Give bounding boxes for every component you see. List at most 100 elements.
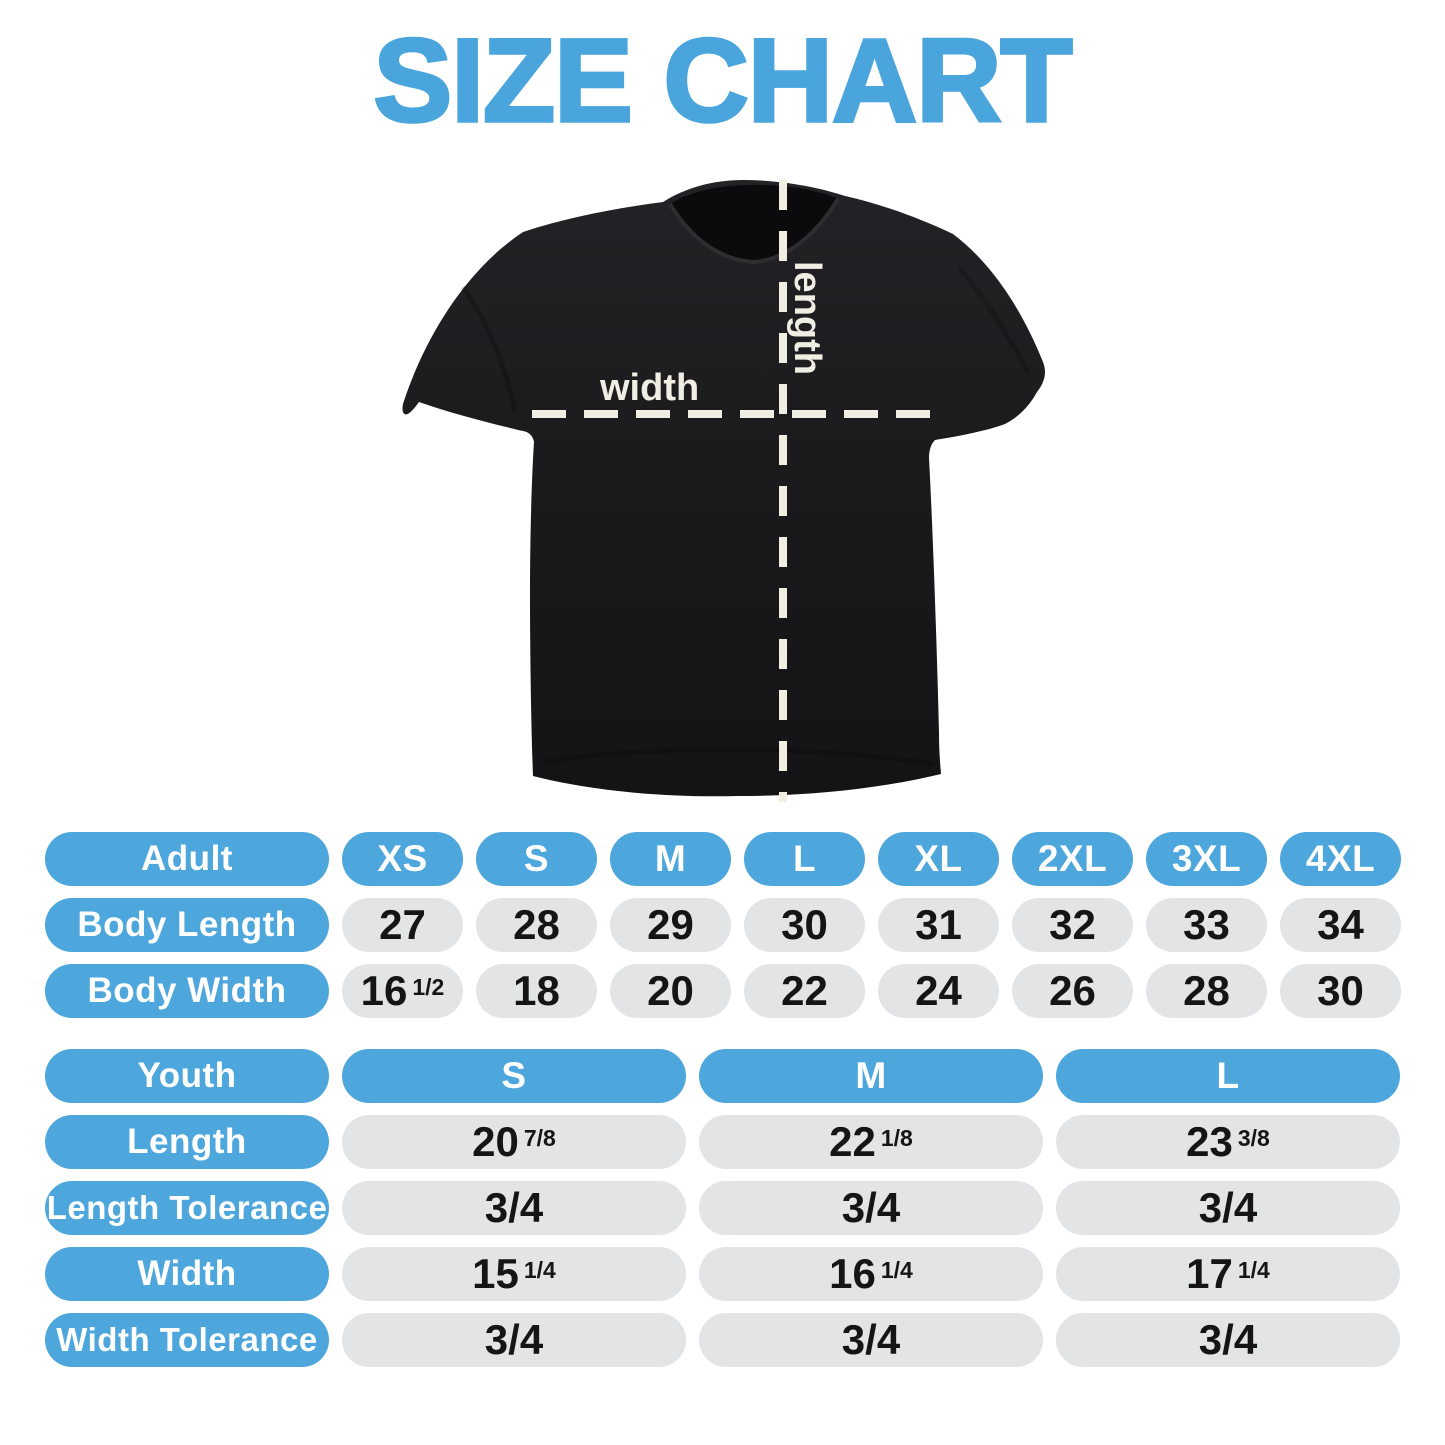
youth-row-label-width-tolerance: Width Tolerance (45, 1313, 329, 1367)
value-fraction: 1/2 (412, 973, 445, 1000)
value: 31 (915, 901, 962, 948)
tshirt-illustration: width length (402, 180, 1046, 802)
value-pill: 20 7/8 (342, 1115, 686, 1169)
value-pill: 3/4 (699, 1313, 1043, 1367)
value: 33 (1183, 901, 1230, 948)
size-label: 2XL (1037, 838, 1108, 879)
value: 28 (1183, 967, 1230, 1014)
size-label: S (501, 1055, 527, 1096)
value: 17 (1186, 1250, 1233, 1297)
value-fraction: 1/4 (880, 1256, 913, 1283)
value: 30 (1317, 967, 1364, 1014)
value-pill: 15 1/4 (342, 1247, 686, 1301)
value-pill: 32 (1012, 898, 1133, 952)
value-pill: 26 (1012, 964, 1133, 1018)
adult-size-table: Adult XS S M L XL 2XL 3XL 4XL Body Lengt… (45, 832, 1401, 1018)
value: 34 (1317, 901, 1364, 948)
adult-size-header-2xl: 2XL (1012, 832, 1133, 886)
value: 18 (513, 967, 560, 1014)
value: 3/4 (484, 1316, 544, 1363)
adult-size-header-l: L (744, 832, 865, 886)
value-pill: 16 1/4 (699, 1247, 1043, 1301)
row-label: Body Width (87, 971, 287, 1010)
adult-size-header-s: S (476, 832, 597, 886)
value: 26 (1049, 967, 1096, 1014)
value: 22 (829, 1118, 876, 1165)
value-pill: 27 (342, 898, 463, 952)
value-pill: 31 (878, 898, 999, 952)
youth-table-title-label: Youth (137, 1056, 237, 1095)
youth-size-table: Youth S M L Length 20 7/8 22 1/8 23 3/8 Len… (45, 1049, 1400, 1367)
value: 32 (1049, 901, 1096, 948)
value: 3/4 (484, 1184, 544, 1231)
youth-row-label-length-tolerance: Length Tolerance (45, 1181, 329, 1235)
tshirt-collar (670, 184, 838, 262)
value-fraction: 1/4 (1237, 1256, 1270, 1283)
row-label: Width (137, 1254, 237, 1293)
value-pill: 20 (610, 964, 731, 1018)
value-pill: 24 (878, 964, 999, 1018)
youth-size-header-l: L (1056, 1049, 1400, 1103)
size-label: 4XL (1305, 838, 1376, 879)
value-pill: 28 (1146, 964, 1267, 1018)
size-label: L (1216, 1055, 1240, 1096)
value-fraction: 1/4 (523, 1256, 556, 1283)
value: 20 (472, 1118, 519, 1165)
tshirt-measurement-diagram: width length (393, 172, 1049, 812)
adult-row-label-body-width: Body Width (45, 964, 329, 1018)
value: 28 (513, 901, 560, 948)
size-label: M (654, 838, 687, 879)
row-label: Width Tolerance (56, 1321, 318, 1358)
value: 22 (781, 967, 828, 1014)
value-fraction: 7/8 (523, 1124, 556, 1151)
page-title: SIZE CHART (372, 15, 1075, 147)
adult-row-label-body-length: Body Length (45, 898, 329, 952)
value-pill: 3/4 (1056, 1181, 1400, 1235)
adult-size-header-m: M (610, 832, 731, 886)
youth-size-header-m: M (699, 1049, 1043, 1103)
value-pill: 28 (476, 898, 597, 952)
adult-size-header-3xl: 3XL (1146, 832, 1267, 886)
youth-row-label-width: Width (45, 1247, 329, 1301)
value: 3/4 (1198, 1316, 1258, 1363)
value-pill: 3/4 (342, 1181, 686, 1235)
sleeve-wrinkle (957, 265, 1032, 376)
row-label: Length Tolerance (46, 1189, 328, 1226)
youth-size-header-s: S (342, 1049, 686, 1103)
hem-wrinkle (542, 746, 934, 767)
size-label: S (523, 838, 550, 879)
youth-row-label-length: Length (45, 1115, 329, 1169)
row-label: Body Length (77, 905, 297, 944)
value: 16 (360, 967, 408, 1014)
size-label: XS (377, 838, 428, 879)
value-pill: 16 1/2 (342, 964, 463, 1018)
value: 23 (1186, 1118, 1233, 1165)
value-pill: 29 (610, 898, 731, 952)
value-pill: 30 (744, 898, 865, 952)
width-label: width (599, 367, 699, 409)
value: 30 (781, 901, 828, 948)
value: 3/4 (841, 1316, 901, 1363)
value-pill: 3/4 (699, 1181, 1043, 1235)
size-label: XL (914, 838, 963, 879)
size-label: 3XL (1171, 838, 1242, 879)
value: 3/4 (841, 1184, 901, 1231)
adult-size-header-4xl: 4XL (1280, 832, 1401, 886)
value: 20 (647, 967, 694, 1014)
sleeve-wrinkle (460, 285, 518, 411)
value: 16 (829, 1250, 876, 1297)
value-fraction: 3/8 (1237, 1124, 1270, 1151)
adult-table-title-label: Adult (141, 839, 233, 878)
size-label: L (792, 838, 817, 879)
adult-size-header-xl: XL (878, 832, 999, 886)
value-pill: 30 (1280, 964, 1401, 1018)
length-label: length (786, 261, 828, 375)
value: 29 (647, 901, 694, 948)
value: 27 (379, 901, 426, 948)
adult-size-header-xs: XS (342, 832, 463, 886)
value-pill: 3/4 (1056, 1313, 1400, 1367)
value-pill: 22 (744, 964, 865, 1018)
value-pill: 18 (476, 964, 597, 1018)
tshirt-body-shape (402, 180, 1046, 797)
